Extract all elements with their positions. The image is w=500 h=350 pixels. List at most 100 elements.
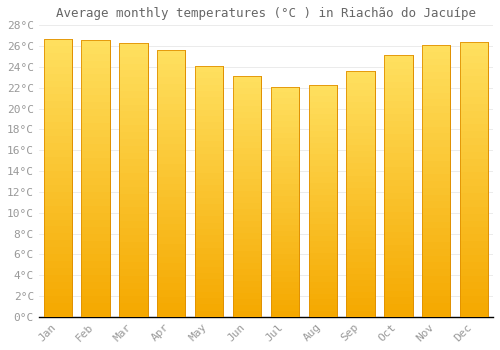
Bar — [157, 64, 186, 70]
Bar — [270, 236, 299, 242]
Bar — [157, 50, 186, 317]
Bar — [195, 248, 224, 254]
Bar — [233, 226, 261, 233]
Bar — [157, 210, 186, 217]
Bar — [308, 206, 337, 212]
Bar — [119, 50, 148, 57]
Bar — [422, 174, 450, 181]
Bar — [195, 254, 224, 260]
Bar — [460, 179, 488, 186]
Bar — [384, 284, 412, 290]
Bar — [384, 304, 412, 310]
Bar — [119, 63, 148, 70]
Bar — [422, 310, 450, 317]
Bar — [346, 90, 375, 96]
Bar — [308, 90, 337, 96]
Bar — [308, 218, 337, 224]
Bar — [119, 194, 148, 201]
Bar — [422, 208, 450, 215]
Bar — [460, 138, 488, 145]
Bar — [346, 188, 375, 194]
Bar — [157, 237, 186, 244]
Bar — [233, 173, 261, 179]
Bar — [308, 311, 337, 317]
Bar — [195, 198, 224, 204]
Bar — [44, 46, 72, 53]
Bar — [422, 222, 450, 229]
Bar — [157, 177, 186, 183]
Bar — [195, 292, 224, 298]
Bar — [270, 173, 299, 179]
Bar — [119, 228, 148, 234]
Bar — [460, 42, 488, 317]
Bar — [82, 40, 110, 47]
Bar — [270, 288, 299, 294]
Bar — [82, 54, 110, 61]
Bar — [346, 299, 375, 304]
Bar — [195, 267, 224, 273]
Bar — [346, 163, 375, 169]
Bar — [460, 131, 488, 138]
Bar — [157, 130, 186, 137]
Title: Average monthly temperatures (°C ) in Riachão do Jacuípe: Average monthly temperatures (°C ) in Ri… — [56, 7, 476, 20]
Bar — [346, 292, 375, 299]
Bar — [44, 39, 72, 46]
Bar — [346, 175, 375, 182]
Bar — [233, 251, 261, 257]
Bar — [82, 150, 110, 158]
Bar — [270, 104, 299, 110]
Bar — [44, 310, 72, 317]
Bar — [384, 127, 412, 134]
Bar — [195, 135, 224, 141]
Bar — [460, 69, 488, 76]
Bar — [346, 200, 375, 206]
Bar — [308, 114, 337, 119]
Bar — [233, 118, 261, 124]
Bar — [157, 57, 186, 64]
Bar — [346, 151, 375, 157]
Bar — [119, 132, 148, 139]
Bar — [270, 282, 299, 288]
Bar — [195, 78, 224, 85]
Bar — [422, 167, 450, 174]
Bar — [119, 173, 148, 180]
Bar — [422, 269, 450, 276]
Bar — [460, 248, 488, 255]
Bar — [157, 303, 186, 310]
Bar — [119, 146, 148, 153]
Bar — [82, 68, 110, 75]
Bar — [195, 216, 224, 223]
Bar — [157, 110, 186, 117]
Bar — [460, 228, 488, 234]
Bar — [44, 60, 72, 66]
Bar — [422, 45, 450, 317]
Bar — [308, 154, 337, 160]
Bar — [82, 82, 110, 88]
Bar — [384, 114, 412, 121]
Bar — [308, 102, 337, 108]
Bar — [270, 213, 299, 219]
Bar — [195, 286, 224, 292]
Bar — [82, 116, 110, 123]
Bar — [82, 275, 110, 282]
Bar — [157, 197, 186, 204]
Bar — [346, 114, 375, 120]
Bar — [308, 288, 337, 294]
Bar — [384, 55, 412, 62]
Bar — [460, 145, 488, 152]
Bar — [195, 229, 224, 235]
Bar — [460, 214, 488, 220]
Bar — [44, 289, 72, 296]
Bar — [82, 185, 110, 192]
Bar — [422, 262, 450, 269]
Bar — [422, 86, 450, 93]
Bar — [82, 296, 110, 303]
Bar — [157, 117, 186, 124]
Bar — [195, 260, 224, 267]
Bar — [119, 91, 148, 98]
Bar — [270, 144, 299, 150]
Bar — [308, 131, 337, 137]
Bar — [460, 118, 488, 124]
Bar — [44, 275, 72, 282]
Bar — [384, 108, 412, 114]
